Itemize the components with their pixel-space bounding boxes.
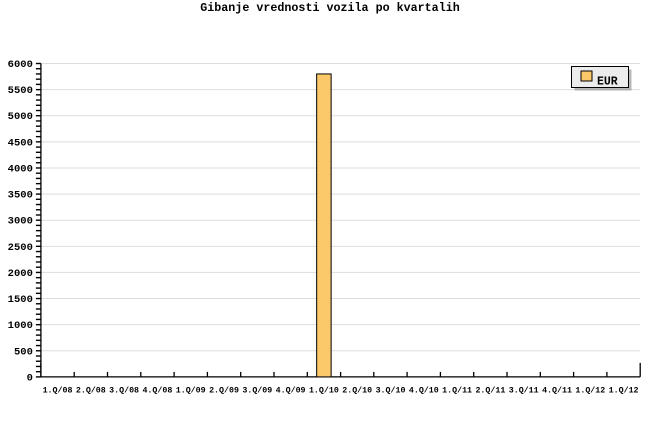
svg-text:2500: 2500 [8, 242, 33, 254]
svg-text:4.Q/10: 4.Q/10 [409, 385, 439, 395]
svg-text:2000: 2000 [8, 268, 33, 280]
svg-text:1000: 1000 [8, 320, 33, 332]
svg-text:3500: 3500 [8, 190, 33, 202]
svg-text:5000: 5000 [8, 111, 33, 123]
svg-text:4000: 4000 [8, 163, 33, 175]
svg-text:4.Q/09: 4.Q/09 [276, 385, 306, 395]
svg-text:3000: 3000 [8, 216, 33, 228]
svg-text:3.Q/10: 3.Q/10 [376, 385, 406, 395]
svg-text:2.Q/10: 2.Q/10 [342, 385, 372, 395]
svg-text:2.Q/09: 2.Q/09 [209, 385, 239, 395]
svg-text:3.Q/08: 3.Q/08 [109, 385, 139, 395]
svg-text:2.Q/08: 2.Q/08 [76, 385, 106, 395]
svg-text:6000: 6000 [8, 59, 33, 71]
svg-text:500: 500 [14, 346, 33, 358]
svg-text:3.Q/11: 3.Q/11 [509, 385, 539, 395]
svg-text:0: 0 [27, 372, 33, 384]
svg-text:4500: 4500 [8, 137, 33, 149]
svg-text:5500: 5500 [8, 85, 33, 97]
svg-text:EUR: EUR [597, 75, 618, 88]
svg-text:1.Q/12: 1.Q/12 [609, 385, 639, 395]
svg-text:1.Q/12: 1.Q/12 [575, 385, 605, 395]
svg-text:1.Q/10: 1.Q/10 [309, 385, 339, 395]
svg-text:3.Q/09: 3.Q/09 [242, 385, 272, 395]
svg-text:1.Q/08: 1.Q/08 [43, 385, 73, 395]
svg-text:4.Q/11: 4.Q/11 [542, 385, 572, 395]
svg-text:1.Q/09: 1.Q/09 [176, 385, 206, 395]
svg-text:4.Q/08: 4.Q/08 [142, 385, 172, 395]
svg-text:1500: 1500 [8, 294, 33, 306]
svg-text:1.Q/11: 1.Q/11 [442, 385, 472, 395]
svg-text:2.Q/11: 2.Q/11 [475, 385, 505, 395]
